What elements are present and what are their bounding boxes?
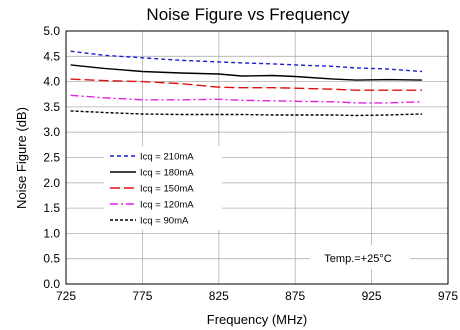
series-line-2 <box>70 64 423 81</box>
x-axis-title: Frequency (MHz) <box>207 312 307 327</box>
plot-frame <box>65 30 449 285</box>
y-tick-label: 2.5 <box>43 151 60 165</box>
y-tick-label: 5.0 <box>43 24 60 38</box>
chart-title: Noise Figure vs Frequency <box>146 5 350 24</box>
legend-bg <box>104 146 222 230</box>
y-tick-label: 4.5 <box>43 49 60 63</box>
legend-label-1: Icq = 210mA <box>140 152 194 163</box>
y-tick-label: 4.0 <box>43 75 60 89</box>
x-tick-label: 725 <box>56 289 76 303</box>
x-tick-label: 875 <box>285 289 305 303</box>
x-tick-label: 825 <box>209 289 229 303</box>
legend-label-2: Icq = 180mA <box>140 168 194 179</box>
y-tick-label: 0.5 <box>43 252 60 266</box>
legend-label-5: Icq = 90mA <box>140 216 189 227</box>
series-line-4 <box>70 94 423 104</box>
legend-label-4: Icq = 120mA <box>140 200 194 211</box>
x-tick-label: 975 <box>438 289 458 303</box>
series-group <box>70 50 423 117</box>
series-line-5 <box>70 110 423 117</box>
legend: Icq = 210mA Icq = 180mA Icq = 150mA Icq = 1… <box>104 146 222 230</box>
x-tick-labels: 725 775 825 875 925 975 <box>56 289 458 303</box>
series-line-1 <box>70 50 423 73</box>
annotation-box: Temp.=+25°C <box>310 245 410 269</box>
annotation-text: Temp.=+25°C <box>324 253 391 265</box>
y-axis-title: Noise Figure (dB) <box>14 107 29 209</box>
legend-label-3: Icq = 150mA <box>140 184 194 195</box>
annotation-bg <box>310 245 410 269</box>
y-tick-label: 1.0 <box>43 226 60 240</box>
y-tick-label: 3.0 <box>43 125 60 139</box>
series-line-3 <box>70 78 422 91</box>
y-tick-labels: 0.0 0.5 1.0 1.5 2.0 2.5 3.0 3.5 4.0 4.5 5.0 <box>43 24 60 291</box>
x-tick-label: 775 <box>132 289 152 303</box>
y-tick-label: 1.5 <box>43 201 60 215</box>
x-tick-label: 925 <box>362 289 382 303</box>
y-tick-label: 0.0 <box>43 277 60 291</box>
y-tick-label: 3.5 <box>43 100 60 114</box>
y-tick-label: 2.0 <box>43 176 60 190</box>
